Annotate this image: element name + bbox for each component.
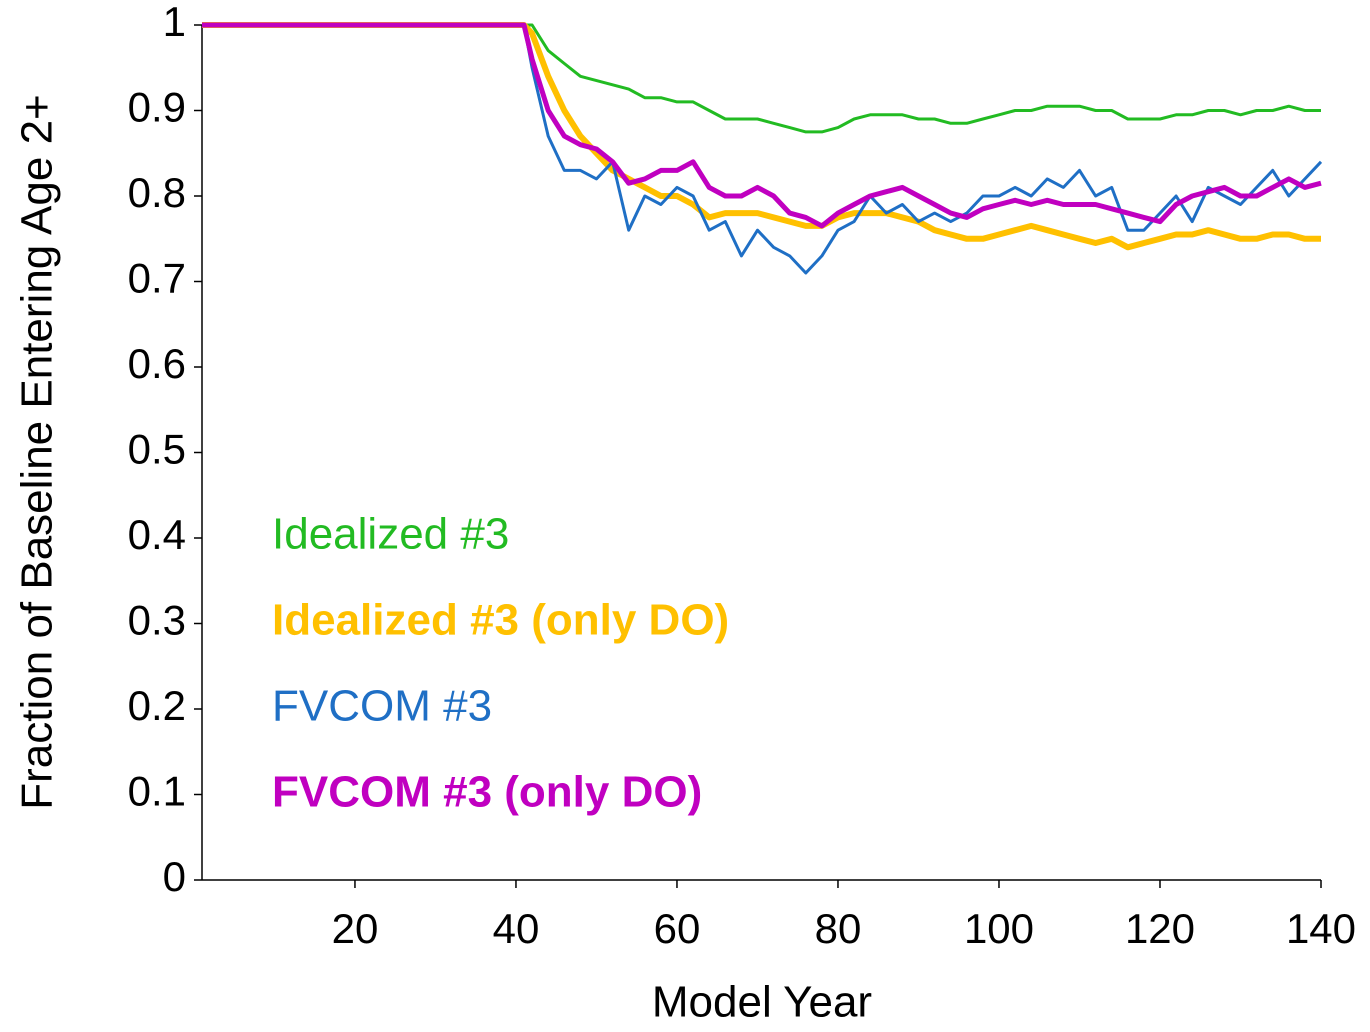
y-axis-title: Fraction of Baseline Entering Age 2+	[13, 94, 62, 809]
y-tick-label: 0.2	[128, 682, 186, 729]
y-tick-label: 0.7	[128, 255, 186, 302]
y-tick-label: 0.1	[128, 768, 186, 815]
x-tick-label: 80	[815, 905, 862, 952]
legend-entry: Idealized #3 (only DO)	[272, 596, 729, 645]
legend-entry: Idealized #3	[272, 510, 509, 559]
y-tick-label: 0.5	[128, 426, 186, 473]
y-tick-label: 0.8	[128, 169, 186, 216]
legend-entry: FVCOM #3	[272, 682, 492, 731]
series-line	[202, 22, 1322, 229]
y-tick-label: 0.6	[128, 340, 186, 387]
x-tick-label: 140	[1286, 905, 1356, 952]
y-tick-label: 0.4	[128, 511, 186, 558]
y-tick-label: 0	[163, 853, 186, 900]
x-tick-label: 20	[332, 905, 379, 952]
y-tick-label: 1	[163, 0, 186, 45]
series-line	[202, 22, 1321, 251]
x-tick-label: 120	[1125, 905, 1195, 952]
x-tick-label: 100	[964, 905, 1034, 952]
x-tick-label: 60	[654, 905, 701, 952]
legend-entry: FVCOM #3 (only DO)	[272, 768, 702, 817]
series-line	[202, 23, 1321, 134]
x-tick-label: 40	[493, 905, 540, 952]
x-axis-title: Model Year	[652, 978, 872, 1027]
series-line	[202, 23, 1323, 275]
y-tick-label: 0.3	[128, 597, 186, 644]
y-tick-label: 0.9	[128, 84, 186, 131]
